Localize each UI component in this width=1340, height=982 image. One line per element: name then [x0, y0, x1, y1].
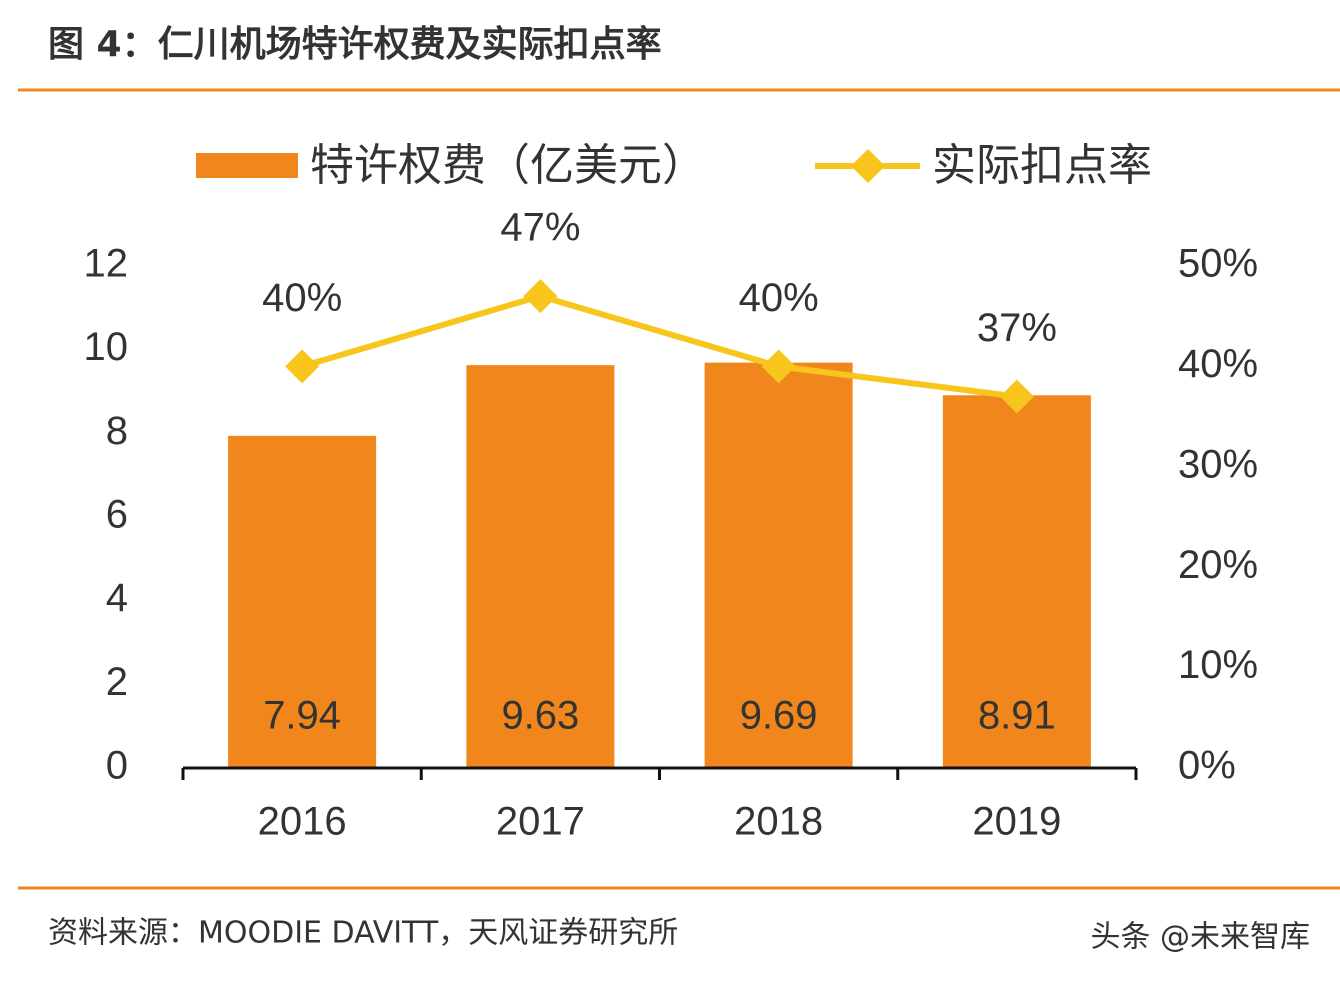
y2-tick-label: 40%: [1178, 342, 1258, 386]
legend-label: 特许权费（亿美元）: [310, 140, 706, 191]
rate-value-label: 47%: [500, 206, 580, 250]
y2-tick-label: 30%: [1178, 442, 1258, 486]
y-tick-label: 2: [106, 660, 128, 704]
watermark: 头条 @未来智库: [1090, 920, 1310, 955]
rate-marker: [761, 349, 796, 384]
rate-marker: [285, 349, 320, 384]
bar: [466, 365, 615, 768]
bar: [228, 435, 377, 768]
rate-value-label: 40%: [262, 276, 342, 320]
bar-value-label: 9.63: [501, 694, 579, 738]
y2-tick-label: 10%: [1178, 643, 1258, 687]
rate-marker: [999, 379, 1034, 414]
x-tick-label: 2018: [734, 800, 823, 844]
y2-tick-label: 50%: [1178, 242, 1258, 286]
x-tick-label: 2017: [496, 800, 585, 844]
y2-tick-label: 20%: [1178, 543, 1258, 587]
bar: [942, 395, 1091, 768]
y-tick-label: 10: [84, 325, 129, 369]
rate-value-label: 37%: [977, 306, 1057, 350]
rate-line: [301, 292, 1018, 400]
legend-label: 实际扣点率: [932, 140, 1152, 191]
bar: [704, 362, 853, 768]
bar-value-label: 7.94: [263, 694, 341, 738]
y-tick-label: 4: [106, 576, 128, 620]
legend-swatch: [196, 153, 298, 178]
y2-tick-label: 0%: [1178, 744, 1236, 788]
source: 资料来源：MOODIE DAVITT，天风证券研究所: [48, 916, 678, 951]
bar-value-label: 8.91: [978, 694, 1056, 738]
rate-value-label: 40%: [739, 276, 819, 320]
x-tick-label: 2016: [258, 800, 347, 844]
y-tick-label: 0: [106, 744, 128, 788]
rate-marker: [523, 279, 558, 314]
y-tick-label: 12: [84, 242, 129, 286]
y-tick-label: 8: [106, 409, 128, 453]
y-tick-label: 6: [106, 493, 128, 537]
x-tick-label: 2019: [972, 800, 1061, 844]
legend-marker: [851, 149, 885, 183]
bar-value-label: 9.69: [740, 694, 818, 738]
page-title: 图 4：仁川机场特许权费及实际扣点率: [48, 24, 662, 65]
